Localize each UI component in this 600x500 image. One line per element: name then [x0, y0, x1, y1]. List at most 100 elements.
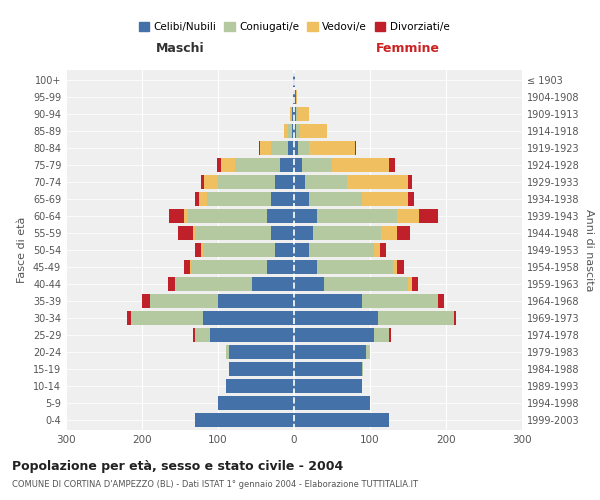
Bar	[190, 260, 191, 274]
Bar	[393, 260, 397, 274]
Bar	[131, 310, 203, 325]
Bar	[280, 158, 294, 172]
Bar	[169, 209, 184, 224]
Bar	[184, 209, 188, 224]
Bar	[362, 192, 408, 206]
Bar	[203, 310, 294, 325]
Bar	[313, 226, 382, 240]
Bar	[290, 107, 291, 122]
Bar	[193, 328, 195, 342]
Bar	[168, 276, 175, 291]
Bar	[271, 226, 294, 240]
Bar	[294, 396, 370, 410]
Text: Popolazione per età, sesso e stato civile - 2004: Popolazione per età, sesso e stato civil…	[12, 460, 343, 473]
Bar	[309, 243, 374, 257]
Bar	[218, 175, 275, 190]
Bar	[382, 226, 397, 240]
Bar	[309, 141, 355, 156]
Bar	[178, 226, 193, 240]
Bar	[298, 107, 309, 122]
Bar	[294, 124, 296, 138]
Bar	[419, 209, 439, 224]
Bar	[454, 310, 456, 325]
Bar	[294, 344, 366, 359]
Bar	[362, 362, 363, 376]
Bar	[362, 294, 439, 308]
Bar	[377, 310, 454, 325]
Bar	[218, 396, 294, 410]
Bar	[332, 158, 389, 172]
Bar	[300, 124, 326, 138]
Y-axis label: Fasce di età: Fasce di età	[17, 217, 27, 283]
Bar	[252, 276, 294, 291]
Text: COMUNE DI CORTINA D'AMPEZZO (BL) - Dati ISTAT 1° gennaio 2004 - Elaborazione TUT: COMUNE DI CORTINA D'AMPEZZO (BL) - Dati …	[12, 480, 418, 489]
Bar	[294, 260, 317, 274]
Bar	[294, 90, 296, 104]
Bar	[294, 328, 374, 342]
Bar	[380, 243, 386, 257]
Bar	[268, 209, 294, 224]
Bar	[203, 243, 275, 257]
Bar	[293, 90, 294, 104]
Bar	[201, 243, 203, 257]
Bar	[408, 175, 412, 190]
Bar	[288, 124, 292, 138]
Bar	[188, 209, 268, 224]
Bar	[271, 141, 288, 156]
Bar	[288, 141, 294, 156]
Bar	[142, 294, 149, 308]
Bar	[259, 141, 260, 156]
Bar	[305, 175, 347, 190]
Bar	[296, 90, 297, 104]
Bar	[389, 158, 395, 172]
Bar	[235, 158, 280, 172]
Bar	[193, 226, 195, 240]
Bar	[355, 141, 356, 156]
Bar	[195, 226, 271, 240]
Bar	[195, 192, 199, 206]
Bar	[397, 209, 419, 224]
Bar	[294, 226, 313, 240]
Legend: Celibi/Nubili, Coniugati/e, Vedovi/e, Divorziati/e: Celibi/Nubili, Coniugati/e, Vedovi/e, Di…	[134, 18, 454, 36]
Bar	[149, 294, 218, 308]
Bar	[294, 175, 305, 190]
Bar	[366, 344, 370, 359]
Bar	[175, 276, 176, 291]
Bar	[296, 124, 300, 138]
Bar	[298, 141, 309, 156]
Bar	[408, 192, 414, 206]
Bar	[199, 192, 206, 206]
Bar	[294, 412, 389, 427]
Bar	[374, 328, 389, 342]
Bar	[229, 344, 294, 359]
Bar	[408, 276, 412, 291]
Bar	[294, 209, 317, 224]
Bar	[195, 328, 211, 342]
Bar	[268, 260, 294, 274]
Bar	[127, 310, 131, 325]
Bar	[260, 141, 271, 156]
Bar	[294, 158, 302, 172]
Bar	[191, 260, 268, 274]
Bar	[309, 192, 362, 206]
Bar	[294, 276, 325, 291]
Bar	[284, 124, 288, 138]
Bar	[292, 124, 294, 138]
Bar	[293, 73, 294, 88]
Bar	[229, 362, 294, 376]
Bar	[176, 276, 252, 291]
Bar	[296, 107, 298, 122]
Bar	[211, 328, 294, 342]
Bar	[412, 276, 418, 291]
Bar	[292, 107, 294, 122]
Bar	[206, 192, 271, 206]
Bar	[397, 260, 404, 274]
Text: Maschi: Maschi	[155, 42, 205, 54]
Bar	[294, 362, 362, 376]
Bar	[271, 192, 294, 206]
Bar	[217, 158, 221, 172]
Bar	[317, 209, 397, 224]
Bar	[302, 158, 332, 172]
Bar	[294, 73, 295, 88]
Bar	[205, 175, 218, 190]
